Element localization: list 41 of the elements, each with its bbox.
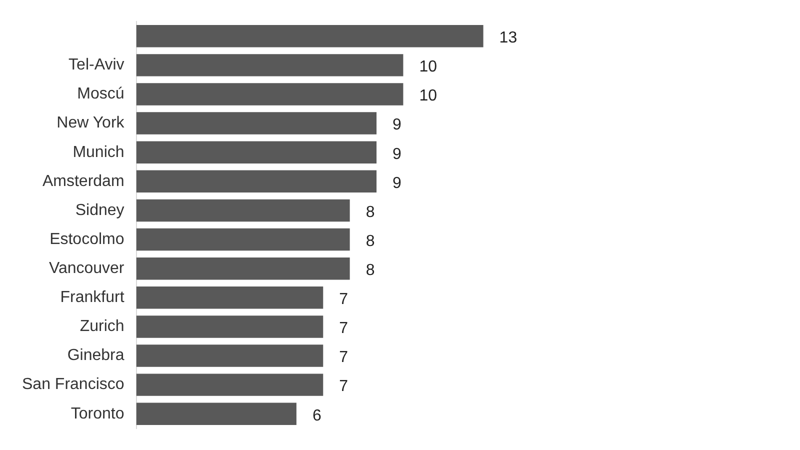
data-label: 9 xyxy=(392,146,402,163)
data-label: 6 xyxy=(312,407,322,424)
bar xyxy=(136,199,350,222)
bar xyxy=(136,374,324,396)
data-label: 13 xyxy=(499,30,518,47)
bar xyxy=(136,141,377,164)
y-tick-label: San Francisco xyxy=(22,376,124,394)
data-label: 8 xyxy=(366,262,375,279)
data-label: 10 xyxy=(419,58,438,76)
bar xyxy=(136,257,350,280)
bar xyxy=(136,25,484,48)
y-tick-label: Toronto xyxy=(70,405,124,422)
bar xyxy=(136,170,377,193)
y-tick-label: Estocolmo xyxy=(50,230,124,248)
data-label: 9 xyxy=(392,116,402,134)
data-label: 9 xyxy=(392,174,402,192)
y-tick-label: Vancouver xyxy=(48,260,125,277)
bar xyxy=(136,344,324,367)
data-label: 8 xyxy=(366,204,375,221)
data-label: 8 xyxy=(366,232,375,250)
bar xyxy=(136,228,350,251)
y-tick-label: Zurich xyxy=(80,318,124,336)
bar xyxy=(136,286,324,309)
y-tick-label: Frankfurt xyxy=(60,289,125,306)
data-label: 7 xyxy=(339,320,348,338)
y-tick-label: Amsterdam xyxy=(42,172,124,190)
data-label: 7 xyxy=(339,349,348,366)
data-label: 10 xyxy=(419,88,438,105)
data-label: 7 xyxy=(339,291,348,308)
y-tick-label: Moscú xyxy=(77,86,124,103)
y-tick-label: Tel-Aviv xyxy=(68,56,124,74)
bar xyxy=(136,402,296,425)
y-tick-label: Sidney xyxy=(75,202,124,219)
y-tick-label: Munich xyxy=(72,144,124,161)
bar xyxy=(136,54,404,76)
bar xyxy=(136,316,324,338)
y-tick-label: Ginebra xyxy=(67,347,124,364)
data-label: 7 xyxy=(339,378,348,396)
bar xyxy=(136,83,404,106)
y-tick-label: New York xyxy=(56,114,126,132)
bar xyxy=(136,112,377,134)
